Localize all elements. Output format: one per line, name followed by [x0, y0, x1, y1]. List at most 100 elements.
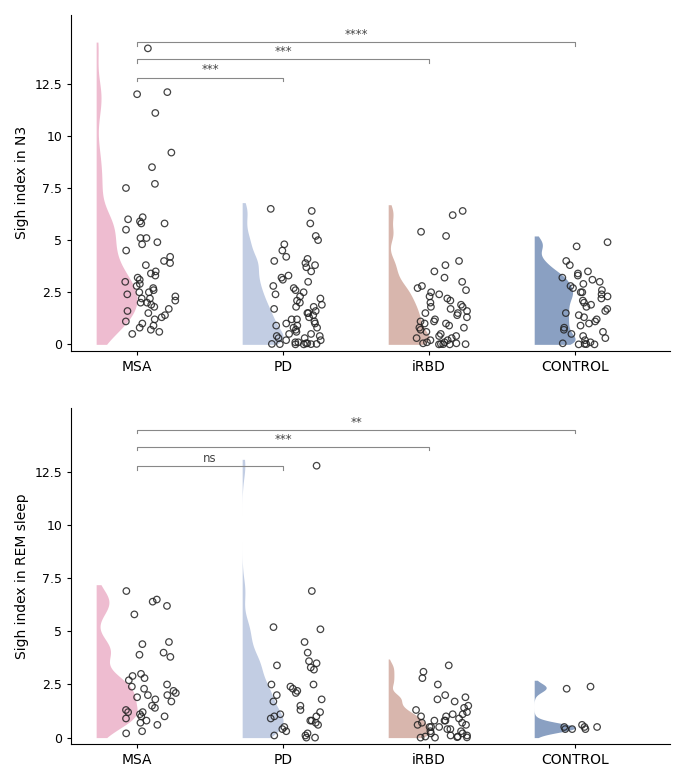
- Point: [132, 271, 143, 284]
- Point: [411, 332, 422, 344]
- Point: [460, 719, 471, 731]
- Point: [134, 321, 145, 334]
- Point: [279, 238, 290, 250]
- Point: [429, 714, 440, 726]
- Point: [292, 684, 303, 697]
- Point: [311, 657, 322, 669]
- Point: [135, 231, 146, 244]
- Point: [434, 338, 445, 350]
- Point: [269, 303, 279, 315]
- Point: [266, 338, 277, 350]
- Point: [425, 296, 436, 309]
- Point: [445, 303, 456, 315]
- Point: [311, 460, 322, 472]
- Point: [134, 648, 145, 661]
- Point: [288, 683, 299, 695]
- Point: [145, 324, 156, 336]
- Point: [434, 330, 445, 343]
- Point: [299, 636, 310, 648]
- Point: [462, 706, 473, 719]
- Point: [589, 338, 600, 350]
- Point: [309, 315, 320, 328]
- Point: [560, 723, 571, 735]
- Point: [316, 299, 327, 311]
- Point: [268, 695, 279, 708]
- Point: [136, 668, 147, 680]
- Point: [460, 691, 471, 704]
- Text: **: **: [350, 415, 362, 429]
- Text: ***: ***: [274, 432, 292, 446]
- Point: [573, 338, 584, 350]
- Point: [148, 319, 159, 332]
- Point: [425, 725, 436, 737]
- Point: [269, 255, 279, 267]
- Point: [581, 300, 592, 313]
- Point: [306, 265, 316, 278]
- Point: [166, 146, 177, 159]
- Point: [573, 309, 584, 321]
- Point: [281, 725, 292, 737]
- Point: [590, 315, 601, 328]
- Point: [147, 699, 158, 712]
- Point: [451, 337, 462, 350]
- Point: [159, 217, 170, 230]
- Point: [596, 292, 607, 305]
- Point: [277, 723, 288, 735]
- Point: [586, 299, 597, 311]
- Point: [425, 286, 436, 299]
- Point: [602, 236, 613, 249]
- Point: [301, 261, 312, 274]
- Point: [596, 288, 607, 300]
- Point: [566, 328, 577, 340]
- Point: [451, 731, 462, 744]
- Point: [561, 255, 572, 267]
- Point: [451, 309, 462, 321]
- Point: [559, 321, 570, 334]
- Point: [447, 209, 458, 221]
- Point: [148, 282, 159, 294]
- Point: [460, 338, 471, 350]
- Point: [271, 330, 282, 343]
- Point: [295, 290, 306, 303]
- Point: [311, 710, 322, 723]
- Point: [415, 731, 426, 744]
- Point: [281, 250, 292, 263]
- Point: [439, 271, 450, 284]
- Y-axis label: Sigh index in N3: Sigh index in N3: [15, 126, 29, 239]
- Point: [412, 282, 423, 294]
- Point: [150, 265, 161, 278]
- Point: [581, 338, 592, 350]
- Point: [136, 710, 147, 723]
- Point: [457, 205, 468, 217]
- Point: [132, 691, 142, 704]
- Point: [295, 296, 306, 309]
- Point: [446, 332, 457, 344]
- Point: [458, 321, 469, 334]
- Point: [456, 299, 466, 311]
- Point: [150, 693, 161, 705]
- Point: [420, 730, 431, 743]
- Point: [275, 338, 286, 350]
- Point: [168, 684, 179, 697]
- Point: [452, 307, 463, 319]
- Point: [457, 727, 468, 740]
- Point: [303, 311, 314, 324]
- Point: [134, 278, 145, 290]
- Point: [459, 701, 470, 714]
- Point: [291, 325, 302, 338]
- Point: [143, 307, 154, 319]
- Point: [415, 315, 426, 328]
- Point: [594, 275, 605, 288]
- Point: [443, 659, 454, 672]
- Point: [445, 723, 456, 735]
- Point: [290, 336, 301, 349]
- Point: [271, 659, 282, 672]
- Point: [310, 716, 321, 729]
- Point: [159, 710, 170, 723]
- Point: [154, 325, 165, 338]
- Point: [571, 240, 582, 253]
- Point: [162, 600, 173, 612]
- Point: [136, 238, 147, 250]
- Point: [281, 317, 292, 330]
- Point: [440, 689, 451, 701]
